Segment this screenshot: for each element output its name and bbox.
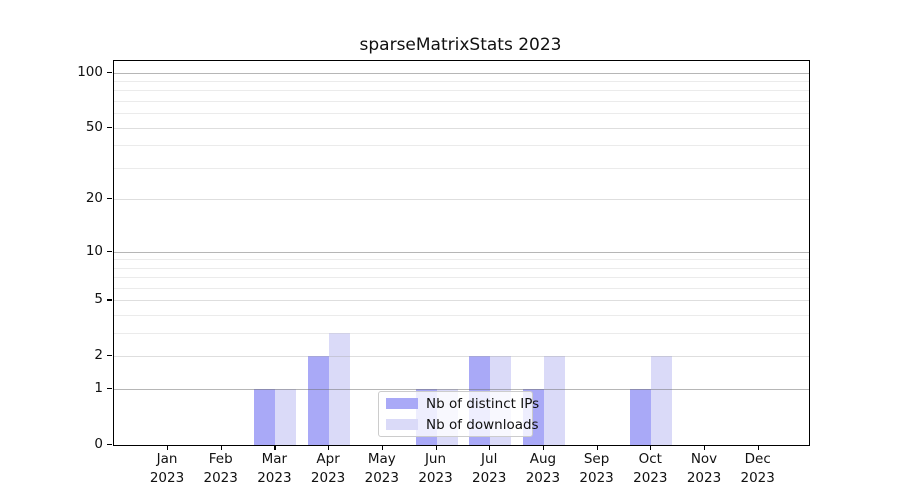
y-tick — [107, 126, 112, 128]
y-tick-label: 5 — [94, 291, 103, 308]
x-tick — [650, 445, 652, 450]
x-tick-label: Dec 2023 — [740, 451, 775, 486]
x-tick — [220, 445, 222, 450]
x-tick-label: Apr 2023 — [310, 451, 346, 486]
x-tick — [381, 445, 383, 450]
gridline — [114, 315, 809, 317]
bar-distinct-ips — [630, 389, 652, 445]
y-tick-label: 100 — [77, 63, 103, 80]
chart-title: sparseMatrixStats 2023 — [359, 35, 562, 55]
bar-downloads — [543, 356, 565, 445]
bar-downloads — [651, 356, 673, 445]
y-tick-label: 10 — [85, 242, 103, 259]
gridline — [114, 288, 809, 289]
x-tick — [167, 445, 169, 450]
x-tick — [542, 445, 545, 450]
bar-downloads — [275, 389, 297, 445]
x-tick-label: Jan 2023 — [149, 451, 185, 486]
legend-swatch — [386, 398, 418, 409]
x-tick — [435, 445, 437, 450]
x-tick-label: Mar 2023 — [257, 451, 292, 486]
gridline — [114, 389, 809, 391]
y-tick-label: 2 — [94, 347, 103, 364]
y-tick — [107, 444, 112, 446]
gridline — [114, 167, 809, 169]
y-tick — [107, 250, 112, 252]
x-tick — [704, 445, 706, 450]
bar-distinct-ips — [308, 356, 330, 445]
y-tick-label: 1 — [94, 380, 103, 397]
bar-downloads — [329, 333, 351, 445]
gridline — [114, 267, 809, 269]
x-tick-label: Feb 2023 — [203, 451, 238, 486]
gridline — [114, 333, 809, 335]
x-tick — [328, 445, 330, 450]
gridline — [114, 145, 809, 147]
legend-item: Nb of downloads — [386, 417, 539, 433]
gridline — [114, 300, 809, 302]
legend-item: Nb of distinct IPs — [386, 396, 539, 412]
x-tick-label: Jul 2023 — [472, 451, 507, 486]
y-tick-label: 50 — [85, 118, 103, 135]
x-tick-label: Nov 2023 — [686, 451, 722, 486]
x-tick — [757, 445, 759, 450]
x-tick — [274, 445, 276, 450]
y-tick — [107, 71, 112, 73]
y-tick — [107, 388, 112, 390]
gridline — [114, 199, 809, 201]
y-tick — [107, 299, 112, 301]
gridline — [114, 81, 809, 82]
gridline — [114, 101, 809, 102]
gridline — [114, 127, 809, 129]
gridline — [114, 356, 809, 358]
y-tick-label: 0 — [94, 436, 103, 452]
gridline — [114, 90, 809, 92]
gridline — [114, 251, 809, 253]
x-tick-label: Sep 2023 — [579, 451, 614, 486]
x-tick — [489, 445, 491, 450]
x-tick-label: Jun 2023 — [418, 451, 453, 486]
legend-label: Nb of downloads — [426, 416, 539, 433]
gridline — [114, 277, 809, 279]
x-tick-label: Aug 2023 — [525, 451, 561, 486]
y-tick-label: 20 — [85, 190, 103, 207]
legend: Nb of distinct IPs Nb of downloads — [378, 391, 539, 437]
y-tick — [107, 198, 112, 200]
y-tick — [107, 355, 112, 357]
x-tick — [596, 445, 598, 450]
gridline — [114, 113, 809, 115]
x-tick-label: Oct 2023 — [633, 451, 668, 486]
plot-area: Nb of distinct IPs Nb of downloads — [113, 60, 810, 446]
legend-label: Nb of distinct IPs — [426, 395, 540, 412]
gridline — [114, 259, 809, 261]
x-tick-label: May 2023 — [364, 451, 399, 486]
bar-distinct-ips — [254, 389, 276, 445]
gridline — [114, 72, 809, 74]
legend-swatch — [386, 419, 418, 430]
